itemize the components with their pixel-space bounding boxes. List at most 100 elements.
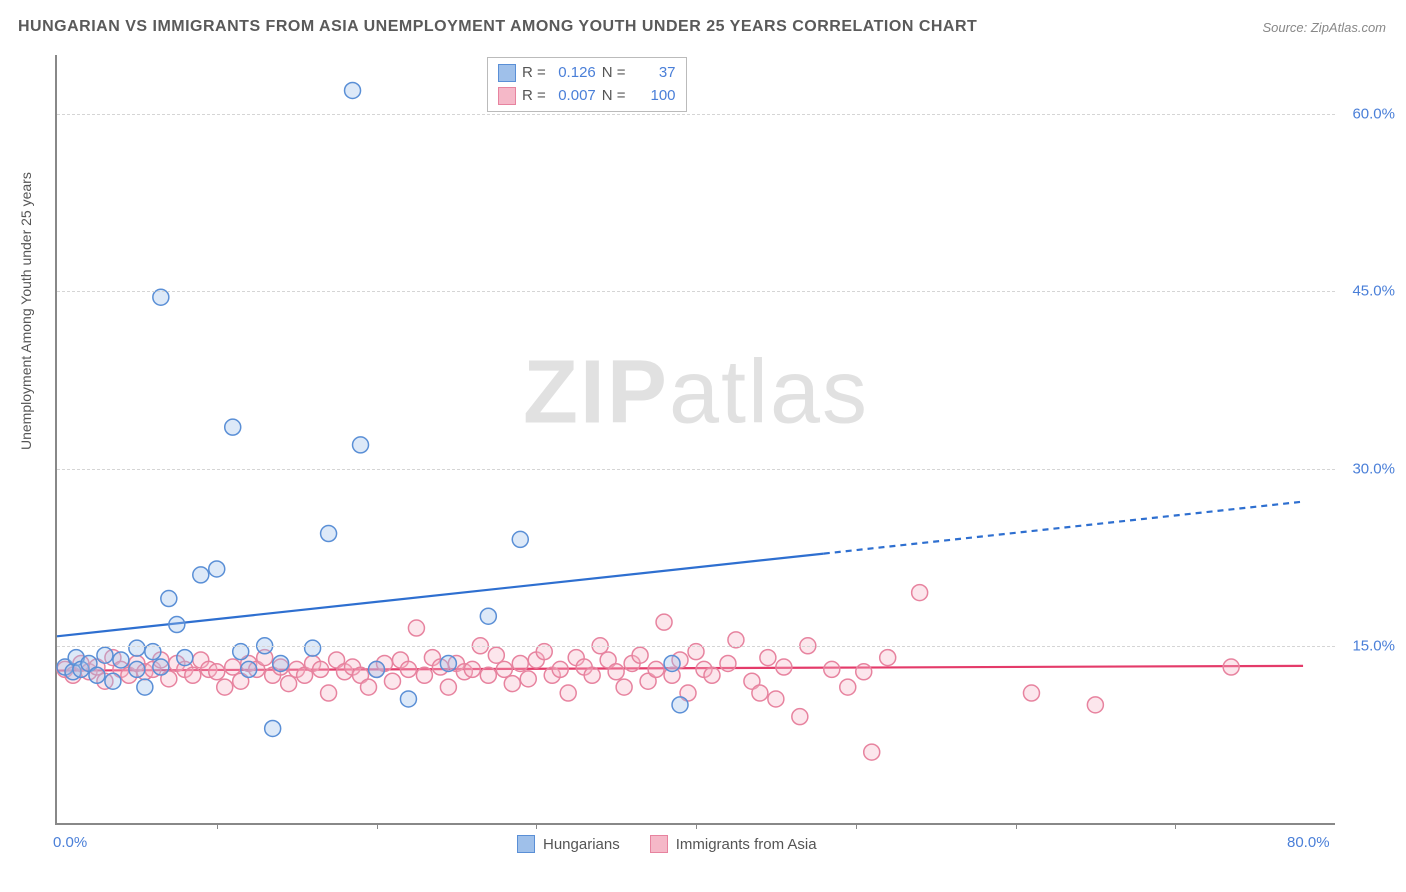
- data-point: [169, 617, 185, 633]
- data-point: [664, 655, 680, 671]
- data-point: [416, 667, 432, 683]
- data-point: [584, 667, 600, 683]
- data-point: [400, 691, 416, 707]
- data-point: [856, 664, 872, 680]
- legend-item-0: Hungarians: [517, 835, 620, 853]
- gridline: [57, 646, 1335, 647]
- r-value-1: 0.007: [552, 85, 596, 108]
- data-point: [105, 673, 121, 689]
- legend-label-1: Immigrants from Asia: [676, 836, 817, 853]
- data-point: [912, 585, 928, 601]
- xtick-label: 80.0%: [1287, 834, 1330, 851]
- data-point: [776, 659, 792, 675]
- xtick-mark: [377, 823, 378, 829]
- data-point: [488, 647, 504, 663]
- data-point: [1023, 685, 1039, 701]
- data-point: [321, 526, 337, 542]
- swatch-bottom-0: [517, 835, 535, 853]
- legend-label-0: Hungarians: [543, 836, 620, 853]
- data-point: [345, 82, 361, 98]
- xtick-mark: [696, 823, 697, 829]
- data-point: [496, 661, 512, 677]
- legend-stats-row-1: R = 0.007 N = 100: [498, 85, 676, 108]
- swatch-series-1: [498, 87, 516, 105]
- data-point: [880, 650, 896, 666]
- data-point: [177, 650, 193, 666]
- swatch-series-0: [498, 64, 516, 82]
- data-point: [313, 661, 329, 677]
- ytick-label: 60.0%: [1340, 106, 1395, 123]
- data-point: [504, 676, 520, 692]
- r-value-0: 0.126: [552, 62, 596, 85]
- data-point: [560, 685, 576, 701]
- data-point: [512, 531, 528, 547]
- data-point: [209, 561, 225, 577]
- data-point: [672, 697, 688, 713]
- data-point: [792, 709, 808, 725]
- data-point: [89, 667, 105, 683]
- data-point: [840, 679, 856, 695]
- data-point: [209, 664, 225, 680]
- data-point: [1087, 697, 1103, 713]
- gridline: [57, 114, 1335, 115]
- plot-area: ZIPatlas R = 0.126 N = 37 R = 0.007 N = …: [55, 55, 1335, 825]
- data-point: [704, 667, 720, 683]
- data-point: [193, 567, 209, 583]
- data-point: [137, 679, 153, 695]
- data-point: [97, 647, 113, 663]
- ytick-label: 30.0%: [1340, 460, 1395, 477]
- data-point: [480, 608, 496, 624]
- data-point: [217, 679, 233, 695]
- xtick-mark: [856, 823, 857, 829]
- data-point: [632, 647, 648, 663]
- data-point: [440, 655, 456, 671]
- data-point: [129, 661, 145, 677]
- data-point: [552, 661, 568, 677]
- ytick-label: 15.0%: [1340, 637, 1395, 654]
- data-point: [760, 650, 776, 666]
- source-label: Source: ZipAtlas.com: [1262, 20, 1386, 35]
- gridline: [57, 291, 1335, 292]
- data-point: [616, 679, 632, 695]
- xtick-mark: [1016, 823, 1017, 829]
- data-point: [369, 661, 385, 677]
- data-point: [321, 685, 337, 701]
- data-point: [480, 667, 496, 683]
- data-point: [241, 661, 257, 677]
- data-point: [161, 591, 177, 607]
- gridline: [57, 469, 1335, 470]
- data-point: [752, 685, 768, 701]
- chart-title: HUNGARIAN VS IMMIGRANTS FROM ASIA UNEMPL…: [18, 18, 977, 36]
- plot-svg: [57, 55, 1335, 823]
- y-axis-label: Unemployment Among Youth under 25 years: [18, 172, 34, 450]
- data-point: [153, 659, 169, 675]
- data-point: [656, 614, 672, 630]
- data-point: [464, 661, 480, 677]
- data-point: [305, 640, 321, 656]
- data-point: [273, 655, 289, 671]
- data-point: [281, 676, 297, 692]
- data-point: [864, 744, 880, 760]
- data-point: [113, 652, 129, 668]
- xtick-mark: [217, 823, 218, 829]
- data-point: [648, 661, 664, 677]
- legend-item-1: Immigrants from Asia: [650, 835, 817, 853]
- ytick-label: 45.0%: [1340, 283, 1395, 300]
- data-point: [512, 655, 528, 671]
- data-point: [400, 661, 416, 677]
- legend-stats-row-0: R = 0.126 N = 37: [498, 62, 676, 85]
- data-point: [129, 640, 145, 656]
- data-point: [1223, 659, 1239, 675]
- data-point: [608, 664, 624, 680]
- data-point: [225, 419, 241, 435]
- data-point: [225, 659, 241, 675]
- data-point: [185, 667, 201, 683]
- n-value-0: 37: [632, 62, 676, 85]
- legend-bottom: Hungarians Immigrants from Asia: [517, 835, 817, 853]
- data-point: [353, 437, 369, 453]
- data-point: [824, 661, 840, 677]
- swatch-bottom-1: [650, 835, 668, 853]
- data-point: [265, 720, 281, 736]
- xtick-mark: [1175, 823, 1176, 829]
- data-point: [720, 655, 736, 671]
